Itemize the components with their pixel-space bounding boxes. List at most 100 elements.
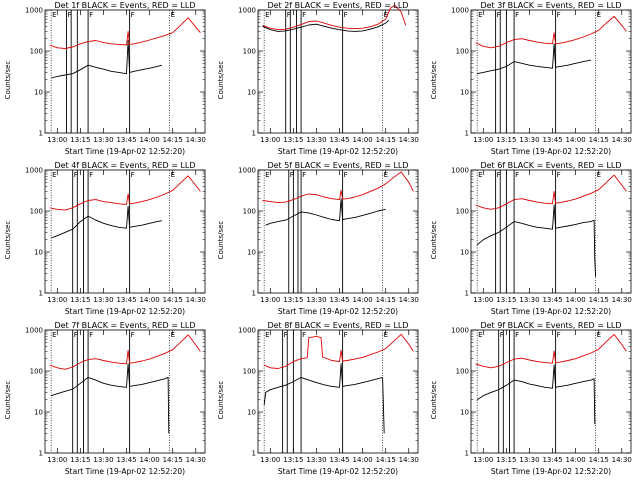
events-series-line [476, 364, 596, 425]
x-axis-label: Start Time (19-Apr-02 12:52:20) [277, 467, 399, 476]
x-tick-label: 13:30 [306, 456, 326, 464]
axes-frame [470, 169, 632, 294]
y-tick-label: 1 [252, 450, 256, 458]
plot-area: 1 10 100 1000 13:00 13:15 13:30 13:45 14:00 14:15… [25, 327, 206, 465]
event-marker-f: F [131, 331, 135, 339]
x-axis-label: Start Time (19-Apr-02 12:52:20) [64, 467, 186, 476]
y-axis-label: Counts/sec [217, 380, 225, 420]
x-tick-label: 14:30 [399, 456, 419, 464]
event-marker-f: F [500, 331, 504, 339]
x-tick-label: 14:30 [186, 456, 206, 464]
x-tick-label: 14:15 [376, 456, 396, 464]
x-axis-label: Start Time (19-Apr-02 12:52:20) [490, 147, 612, 156]
y-tick-label: 1000 [25, 7, 43, 15]
x-tick-label: 14:15 [163, 136, 183, 144]
y-tick-label: 1 [39, 290, 43, 298]
x-tick-label: 13:00 [473, 296, 493, 304]
event-marker-e: E [597, 331, 601, 339]
x-tick-label: 14:30 [186, 296, 206, 304]
x-tick-label: 13:30 [306, 136, 326, 144]
x-tick-label: 14:15 [589, 456, 609, 464]
y-axis-label: Counts/sec [4, 60, 12, 100]
panel-title: Det 9f BLACK = Events, RED = LLD [480, 321, 622, 330]
event-marker-e: E [597, 11, 601, 19]
x-tick-label: 13:45 [329, 296, 349, 304]
axes-frame [257, 169, 419, 294]
detector-panel-3: 1 10 100 1000 13:00 13:15 13:30 13:45 14:00 14:15… [426, 0, 639, 160]
y-tick-label: 1000 [238, 7, 256, 15]
events-series-line [51, 40, 163, 79]
axes-frame [44, 329, 206, 454]
y-tick-label: 1 [252, 290, 256, 298]
axes-frame [257, 9, 419, 134]
event-marker-f: F [68, 11, 72, 19]
plot-area: 1 10 100 1000 13:00 13:15 13:30 13:45 14:00 14:15… [451, 327, 632, 465]
x-tick-label: 13:00 [473, 136, 493, 144]
x-axis-label: Start Time (19-Apr-02 12:52:20) [490, 307, 612, 316]
x-tick-label: 13:15 [496, 456, 516, 464]
x-axis-label: Start Time (19-Apr-02 12:52:20) [64, 147, 186, 156]
y-tick-label: 1 [252, 130, 256, 138]
y-tick-label: 10 [247, 89, 256, 97]
x-tick-label: 13:15 [283, 456, 303, 464]
x-tick-label: 14:00 [566, 456, 586, 464]
detector-panel-4: 1 10 100 1000 13:00 13:15 13:30 13:45 14:00 14:15… [0, 160, 213, 320]
event-marker-f: F [74, 171, 78, 179]
event-marker-f: F [497, 171, 501, 179]
y-tick-label: 1000 [451, 7, 469, 15]
lld-series-line [262, 4, 407, 31]
x-tick-label: 13:30 [306, 296, 326, 304]
x-tick-label: 14:30 [186, 136, 206, 144]
x-tick-label: 13:15 [70, 456, 90, 464]
x-tick-label: 13:30 [93, 136, 113, 144]
x-tick-label: 14:00 [353, 456, 373, 464]
y-tick-label: 1 [39, 450, 43, 458]
y-tick-label: 1 [465, 450, 469, 458]
y-tick-label: 1000 [25, 167, 43, 175]
y-tick-label: 1000 [451, 327, 469, 335]
x-tick-label: 13:15 [496, 296, 516, 304]
panel-title: Det 3f BLACK = Events, RED = LLD [480, 1, 622, 10]
x-tick-label: 14:00 [140, 456, 160, 464]
y-axis-label: Counts/sec [4, 220, 12, 260]
y-tick-label: 100 [243, 368, 256, 376]
x-tick-label: 14:00 [353, 136, 373, 144]
event-marker-e: E [171, 171, 175, 179]
y-axis-label: Counts/sec [430, 380, 438, 420]
event-marker-e: E [171, 331, 175, 339]
event-marker-f: F [302, 171, 306, 179]
x-tick-label: 13:45 [329, 456, 349, 464]
event-marker-e: E [478, 171, 482, 179]
event-marker-e: E [384, 11, 388, 19]
plot-area: 1 10 100 1000 13:00 13:15 13:30 13:45 14:00 14:15… [451, 167, 632, 305]
x-tick-label: 14:15 [589, 136, 609, 144]
y-tick-label: 100 [30, 368, 43, 376]
event-marker-f: F [290, 171, 294, 179]
detector-panel-2: 1 10 100 1000 13:00 13:15 13:30 13:45 14:00 14:15… [213, 0, 426, 160]
plot-area: 1 10 100 1000 13:00 13:15 13:30 13:45 14:00 14:15… [238, 167, 419, 305]
event-marker-f: F [89, 171, 93, 179]
event-marker-f: F [344, 171, 348, 179]
x-tick-label: 13:45 [542, 456, 562, 464]
y-tick-label: 1000 [451, 167, 469, 175]
event-marker-f: F [302, 11, 306, 19]
x-axis-label: Start Time (19-Apr-02 12:52:20) [490, 467, 612, 476]
x-axis-label: Start Time (19-Apr-02 12:52:20) [277, 147, 399, 156]
event-marker-f: F [344, 331, 348, 339]
x-tick-label: 14:15 [376, 296, 396, 304]
y-tick-label: 100 [30, 48, 43, 56]
x-tick-label: 14:00 [140, 296, 160, 304]
lld-series-line [49, 17, 201, 49]
x-tick-label: 13:15 [70, 136, 90, 144]
x-tick-label: 13:00 [47, 136, 67, 144]
x-tick-label: 14:30 [612, 136, 632, 144]
x-tick-label: 14:30 [612, 456, 632, 464]
y-tick-label: 10 [247, 249, 256, 257]
events-series-line [263, 363, 385, 434]
event-marker-e: E [478, 11, 482, 19]
plot-area: 1 10 100 1000 13:00 13:15 13:30 13:45 14:00 14:15… [238, 327, 419, 465]
axes-frame [44, 9, 206, 134]
y-tick-label: 10 [460, 89, 469, 97]
x-tick-label: 13:45 [542, 136, 562, 144]
event-marker-e: E [478, 331, 482, 339]
